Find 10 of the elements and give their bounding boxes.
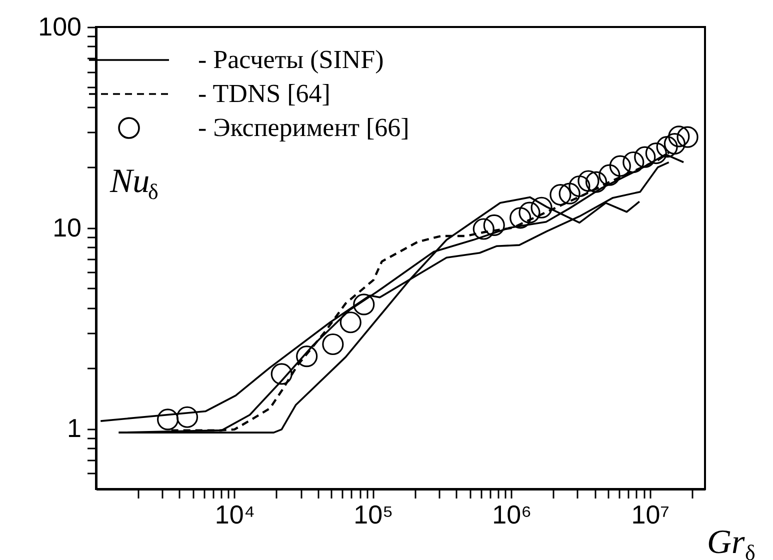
legend-label: - Эксперимент [66] [198,113,410,142]
x-tick-label: 10⁷ [631,500,670,530]
x-tick-label: 10⁵ [354,500,394,530]
x-tick-label: 10⁴ [214,500,256,530]
y-tick-label: 100 [38,12,82,42]
y-tick-label: 10 [52,212,82,242]
legend-label: - TDNS [64] [198,79,330,108]
legend-label: - Расчеты (SINF) [198,45,384,74]
y-tick-label: 1 [67,413,82,444]
x-tick-label: 10⁶ [492,500,532,530]
